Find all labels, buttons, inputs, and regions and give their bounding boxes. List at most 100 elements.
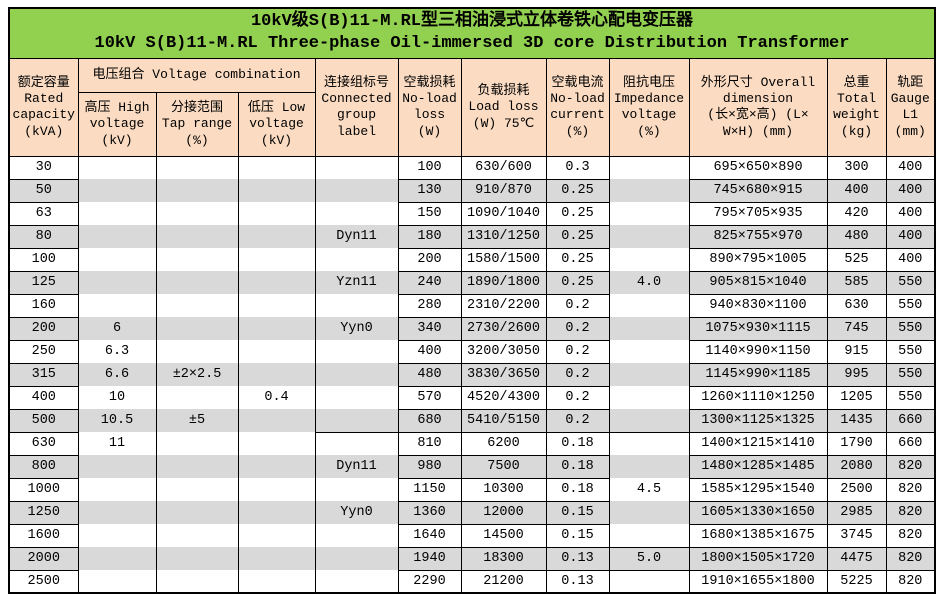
cell-gauge: 400 <box>885 224 936 249</box>
cell-dimension: 890×795×1005 <box>688 247 828 272</box>
cell-high-voltage <box>77 478 157 502</box>
cell-tap-range <box>155 202 239 226</box>
cell-high-voltage: 10.5 <box>77 409 157 433</box>
cell-dimension: 1800×1505×1720 <box>688 546 828 571</box>
cell-dimension: 1680×1385×1675 <box>688 523 828 548</box>
cell-dimension: 745×680×915 <box>688 178 828 203</box>
table-row: 500 10.5 ±5 680 5410/5150 0.2 1300×1125×1325 14… <box>8 408 936 433</box>
cell-no-load-loss: 100 <box>397 155 462 180</box>
cell-no-load-current: 0.2 <box>545 316 610 341</box>
cell-low-voltage <box>237 363 316 387</box>
cell-impedance-voltage <box>608 409 690 433</box>
cell-high-voltage: 10 <box>77 386 157 410</box>
cell-capacity: 1000 <box>8 477 79 502</box>
cell-low-voltage <box>237 409 316 433</box>
cell-no-load-current: 0.15 <box>545 523 610 548</box>
cell-connected-group: Yyn0 <box>314 317 399 341</box>
table-title-en: 10kV S(B)11-M.RL Three-phase Oil-immerse… <box>94 34 850 54</box>
table-row: 50 130 910/870 0.25 745×680×915 400 400 <box>8 178 936 203</box>
cell-capacity: 30 <box>8 155 79 180</box>
header-no-load-current: 空载电流 No-load current (%) <box>545 57 610 157</box>
cell-no-load-loss: 130 <box>397 178 462 203</box>
cell-impedance-voltage <box>608 455 690 479</box>
cell-total-weight: 630 <box>826 293 887 318</box>
cell-load-loss: 1310/1250 <box>460 224 547 249</box>
cell-capacity: 250 <box>8 339 79 364</box>
cell-no-load-current: 0.2 <box>545 339 610 364</box>
cell-dimension: 1480×1285×1485 <box>688 454 828 479</box>
cell-low-voltage <box>237 271 316 295</box>
cell-impedance-voltage <box>608 569 690 594</box>
cell-connected-group <box>314 478 399 502</box>
title-row: 10kV级S(B)11-M.RL型三相油浸式立体卷铁心配电变压器 10kV S(… <box>8 7 936 59</box>
cell-gauge: 550 <box>885 362 936 387</box>
cell-total-weight: 1790 <box>826 431 887 456</box>
cell-tap-range <box>155 524 239 548</box>
header-connected-group: 连接组标号 Connected group label <box>314 57 399 157</box>
cell-impedance-voltage <box>608 317 690 341</box>
cell-load-loss: 2310/2200 <box>460 293 547 318</box>
cell-connected-group <box>314 202 399 226</box>
cell-connected-group <box>314 179 399 203</box>
cell-high-voltage <box>77 524 157 548</box>
cell-capacity: 1600 <box>8 523 79 548</box>
cell-impedance-voltage <box>608 248 690 272</box>
cell-low-voltage <box>237 501 316 525</box>
cell-gauge: 820 <box>885 546 936 571</box>
cell-gauge: 400 <box>885 155 936 180</box>
cell-load-loss: 3200/3050 <box>460 339 547 364</box>
cell-tap-range <box>155 225 239 249</box>
cell-gauge: 550 <box>885 270 936 295</box>
cell-total-weight: 3745 <box>826 523 887 548</box>
cell-load-loss: 6200 <box>460 431 547 456</box>
cell-high-voltage: 6.6 <box>77 363 157 387</box>
cell-load-loss: 1890/1800 <box>460 270 547 295</box>
cell-impedance-voltage <box>608 363 690 387</box>
header-low-voltage: 低压 Low voltage (kV) <box>237 91 316 157</box>
cell-total-weight: 5225 <box>826 569 887 594</box>
cell-dimension: 1605×1330×1650 <box>688 500 828 525</box>
header-total-weight: 总重 Total weight (kg) <box>826 57 887 157</box>
table-row: 800 Dyn11 980 7500 0.18 1480×1285×1485 2080 820 <box>8 454 936 479</box>
table-row: 160 280 2310/2200 0.2 940×830×1100 630 550 <box>8 293 936 318</box>
header-rated-capacity: 额定容量 Rated capacity (kVA) <box>8 57 79 157</box>
cell-low-voltage: 0.4 <box>237 386 316 410</box>
cell-no-load-current: 0.25 <box>545 201 610 226</box>
cell-dimension: 1075×930×1115 <box>688 316 828 341</box>
cell-gauge: 820 <box>885 523 936 548</box>
cell-tap-range <box>155 547 239 571</box>
cell-gauge: 820 <box>885 477 936 502</box>
cell-tap-range <box>155 386 239 410</box>
header-gauge: 轨距 Gauge L1 (mm) <box>885 57 936 157</box>
cell-high-voltage <box>77 156 157 180</box>
cell-connected-group: Yzn11 <box>314 271 399 295</box>
cell-no-load-current: 0.2 <box>545 385 610 410</box>
cell-capacity: 200 <box>8 316 79 341</box>
cell-total-weight: 995 <box>826 362 887 387</box>
cell-gauge: 400 <box>885 178 936 203</box>
cell-low-voltage <box>237 317 316 341</box>
cell-connected-group <box>314 547 399 571</box>
cell-high-voltage <box>77 547 157 571</box>
cell-total-weight: 2985 <box>826 500 887 525</box>
cell-connected-group: Dyn11 <box>314 455 399 479</box>
cell-capacity: 50 <box>8 178 79 203</box>
header-high-voltage: 高压 High voltage (kV) <box>77 91 157 157</box>
cell-dimension: 1910×1655×1800 <box>688 569 828 594</box>
cell-no-load-current: 0.2 <box>545 408 610 433</box>
cell-tap-range <box>155 501 239 525</box>
cell-total-weight: 525 <box>826 247 887 272</box>
cell-capacity: 80 <box>8 224 79 249</box>
header-tap-range: 分接范围 Tap range (%) <box>155 91 239 157</box>
spec-table: 10kV级S(B)11-M.RL型三相油浸式立体卷铁心配电变压器 10kV S(… <box>8 7 936 595</box>
cell-no-load-current: 0.25 <box>545 178 610 203</box>
cell-no-load-current: 0.18 <box>545 454 610 479</box>
cell-load-loss: 14500 <box>460 523 547 548</box>
cell-low-voltage <box>237 340 316 364</box>
cell-dimension: 905×815×1040 <box>688 270 828 295</box>
table-title-zh: 10kV级S(B)11-M.RL型三相油浸式立体卷铁心配电变压器 <box>250 12 694 31</box>
cell-impedance-voltage <box>608 431 690 456</box>
cell-total-weight: 300 <box>826 155 887 180</box>
cell-dimension: 1145×990×1185 <box>688 362 828 387</box>
